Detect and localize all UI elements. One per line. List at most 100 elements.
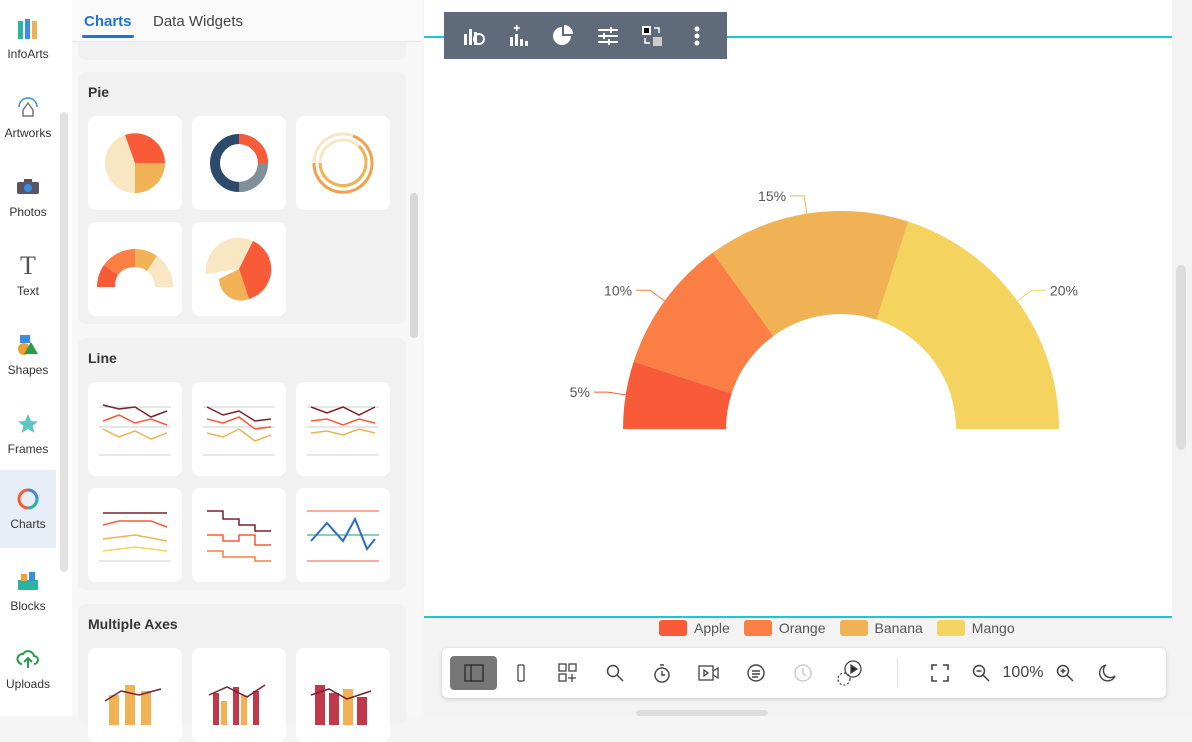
label-line-banana (790, 195, 808, 214)
more-options-icon[interactable] (684, 23, 710, 49)
camera-icon (15, 175, 41, 199)
zoom-out-button[interactable] (963, 656, 999, 690)
legend-item-banana[interactable]: Banana (839, 620, 923, 636)
data-label-orange: 10% (604, 282, 632, 298)
bottom-toolbar: 100% (442, 648, 1166, 698)
chart-template-line-threshold[interactable] (296, 488, 390, 582)
section-title-multiple-axes: Multiple Axes (88, 616, 178, 632)
chart-template-line-3[interactable] (296, 382, 390, 476)
chart-template-rose[interactable] (192, 222, 286, 316)
page-button[interactable] (497, 656, 544, 690)
rail-item-label: Shapes (7, 363, 49, 377)
add-data-icon[interactable] (506, 23, 532, 49)
add-widget-button[interactable] (544, 656, 591, 690)
text-icon: T (20, 251, 36, 280)
rail-scrollbar[interactable] (60, 112, 68, 572)
design-page[interactable]: 5% 10% 15% 20% Apple Orange Banana Mango (424, 36, 1172, 636)
pie-section: Pie (78, 72, 406, 324)
legend-label: Banana (874, 620, 923, 636)
rail-item-charts[interactable]: Charts (0, 470, 56, 548)
tab-charts[interactable]: Charts (82, 13, 134, 38)
artworks-icon (15, 96, 41, 120)
chart-template-line-4[interactable] (88, 488, 182, 582)
vertical-scrollbar[interactable] (1176, 265, 1186, 450)
canvas-area: 5% 10% 15% 20% Apple Orange Banana Mango 100% (424, 0, 1192, 716)
layout-panel-button[interactable] (450, 656, 497, 690)
pie-chart-icon[interactable] (550, 23, 576, 49)
tab-data-widgets[interactable]: Data Widgets (153, 13, 244, 30)
rail-item-label: Photos (9, 205, 47, 219)
multiple-axes-section: Multiple Axes (78, 604, 406, 742)
search-button[interactable] (591, 656, 638, 690)
timer-button[interactable] (638, 656, 685, 690)
fullscreen-button[interactable] (916, 656, 963, 690)
chart-type-icon[interactable] (461, 23, 487, 49)
rail-item-text[interactable]: T Text (0, 237, 56, 315)
legend-label: Orange (778, 620, 826, 636)
slice-apple[interactable] (623, 361, 732, 429)
chart-template-multi-axes-1[interactable] (88, 648, 182, 742)
previous-section (78, 42, 406, 60)
zoom-level: 100% (1002, 664, 1044, 681)
chart-template-doughnut[interactable] (192, 116, 286, 210)
chart-template-multi-axes-2[interactable] (192, 648, 286, 742)
data-label-banana: 15% (758, 188, 786, 204)
rail-item-label: Frames (7, 442, 49, 456)
infoarts-icon (15, 17, 41, 41)
data-label-mango: 20% (1050, 282, 1078, 298)
dark-mode-button[interactable] (1083, 656, 1130, 690)
slice-banana[interactable] (712, 211, 909, 336)
legend-item-orange[interactable]: Orange (743, 620, 826, 636)
rail-item-label: Text (16, 284, 39, 298)
rail-item-label: Blocks (10, 599, 46, 613)
rail-item-infoarts[interactable]: InfoArts (0, 0, 56, 78)
shapes-icon (15, 333, 41, 357)
rail-item-photos[interactable]: Photos (0, 158, 56, 236)
zoom-in-button[interactable] (1047, 656, 1083, 690)
panel-tabs: Charts Data Widgets (72, 0, 422, 42)
rail-item-uploads[interactable]: Uploads (0, 630, 56, 708)
comment-button[interactable] (732, 656, 779, 690)
label-line-mango (1017, 289, 1046, 302)
legend-swatch (936, 620, 965, 636)
label-line-orange (636, 289, 665, 302)
slice-mango[interactable] (876, 221, 1059, 429)
legend-item-mango[interactable]: Mango (936, 620, 1015, 636)
rail-item-frames[interactable]: Frames (0, 395, 56, 473)
chart-template-half-doughnut[interactable] (88, 222, 182, 316)
settings-sliders-icon[interactable] (595, 23, 621, 49)
chart-template-multi-axes-3[interactable] (296, 648, 390, 742)
chart-template-rings[interactable] (296, 116, 390, 210)
rail-item-label: Artworks (4, 126, 52, 140)
swap-icon[interactable] (639, 23, 665, 49)
line-section: Line (78, 338, 406, 590)
blocks-icon (15, 569, 41, 593)
legend-item-apple[interactable]: Apple (659, 620, 730, 636)
rail-item-label: Uploads (5, 677, 51, 691)
charts-panel: Charts Data Widgets Pie Line Multiple Ax… (72, 0, 422, 742)
rail-item-shapes[interactable]: Shapes (0, 316, 56, 394)
legend-swatch (743, 620, 772, 636)
video-button[interactable] (685, 656, 732, 690)
horizontal-scrollbar[interactable] (636, 710, 768, 716)
history-button[interactable] (779, 656, 826, 690)
slice-orange[interactable] (633, 252, 774, 394)
chart-legend: Apple Orange Banana Mango (659, 620, 1015, 636)
panel-scrollbar[interactable] (410, 193, 418, 338)
legend-swatch (839, 620, 868, 636)
rail-item-blocks[interactable]: Blocks (0, 552, 56, 630)
chart-toolbar (444, 12, 727, 59)
data-label-apple: 5% (570, 384, 590, 400)
chart-template-pie[interactable] (88, 116, 182, 210)
play-animation-button[interactable] (826, 656, 873, 690)
charts-icon (15, 487, 41, 511)
half-doughnut-chart[interactable]: 5% 10% 15% 20% (424, 38, 1172, 578)
chart-template-line-1[interactable] (88, 382, 182, 476)
chart-template-line-2[interactable] (192, 382, 286, 476)
legend-label: Apple (694, 620, 730, 636)
chart-template-step-line[interactable] (192, 488, 286, 582)
rail-item-label: InfoArts (7, 47, 49, 61)
legend-label: Mango (971, 620, 1015, 636)
section-title-line: Line (88, 350, 117, 366)
rail-item-artworks[interactable]: Artworks (0, 79, 56, 157)
